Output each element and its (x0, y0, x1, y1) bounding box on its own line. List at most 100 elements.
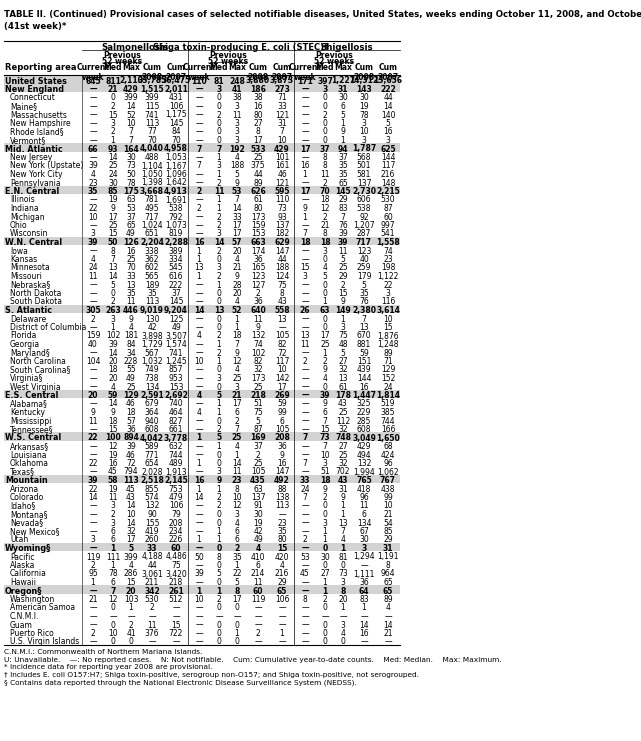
Text: —: — (196, 85, 203, 94)
Text: 78: 78 (126, 179, 136, 187)
Text: —: — (301, 281, 309, 290)
Text: 0: 0 (322, 502, 328, 511)
Text: 740: 740 (169, 399, 183, 408)
Text: 1: 1 (197, 485, 201, 494)
Text: 399: 399 (124, 553, 138, 562)
Text: U: Unavailable.    —: No reported cases.    N: Not notifiable.    Cum: Cumulativ: U: Unavailable. —: No reported cases. N:… (4, 657, 502, 663)
Text: —: — (196, 323, 203, 332)
Text: 137: 137 (275, 221, 289, 230)
Text: 112: 112 (336, 416, 350, 425)
Text: —: — (89, 348, 97, 357)
Text: 79: 79 (171, 510, 181, 519)
Text: 5: 5 (340, 110, 345, 119)
Text: —: — (301, 408, 309, 417)
Text: 6: 6 (279, 416, 285, 425)
Text: 0: 0 (217, 127, 221, 136)
Text: 43: 43 (338, 399, 348, 408)
Text: 9: 9 (90, 408, 96, 417)
Text: 429: 429 (357, 442, 371, 451)
Text: S. Atlantic: S. Atlantic (5, 306, 52, 315)
Text: West Virginia: West Virginia (10, 382, 61, 391)
Text: 18: 18 (126, 408, 136, 417)
Text: 113: 113 (275, 502, 289, 511)
Text: 37: 37 (253, 442, 263, 451)
Text: —: — (196, 314, 203, 324)
Text: 4: 4 (90, 255, 96, 264)
Text: 234: 234 (169, 527, 183, 536)
Text: 1,994: 1,994 (353, 468, 375, 476)
Text: 35: 35 (126, 289, 136, 298)
Text: 781: 781 (145, 196, 159, 205)
Text: Salmonellosis: Salmonellosis (101, 42, 169, 52)
Text: 50: 50 (126, 170, 136, 179)
Text: 3: 3 (322, 519, 328, 528)
Text: New Hampshire: New Hampshire (10, 119, 71, 128)
Text: 744: 744 (169, 451, 183, 459)
Text: 43: 43 (338, 476, 348, 485)
Text: 2: 2 (111, 297, 115, 307)
Text: 30: 30 (253, 510, 263, 519)
Text: 3: 3 (362, 136, 367, 145)
Text: 51: 51 (320, 468, 330, 476)
Text: 13: 13 (338, 519, 348, 528)
Text: 1: 1 (340, 502, 345, 511)
Text: 14,312: 14,312 (349, 76, 379, 85)
FancyBboxPatch shape (4, 84, 400, 92)
Text: 538: 538 (169, 204, 183, 213)
Text: 4,958: 4,958 (164, 144, 188, 153)
Text: Mid. Atlantic: Mid. Atlantic (5, 144, 63, 153)
FancyBboxPatch shape (4, 474, 400, 483)
Text: 15: 15 (108, 110, 118, 119)
Text: 9: 9 (322, 365, 328, 374)
Text: 17: 17 (232, 221, 242, 230)
Text: 0: 0 (322, 127, 328, 136)
Text: 14: 14 (88, 493, 98, 502)
Text: 59: 59 (277, 399, 287, 408)
FancyBboxPatch shape (4, 432, 400, 440)
Text: 81: 81 (213, 76, 224, 85)
Text: 39: 39 (88, 238, 98, 247)
Text: 40: 40 (88, 340, 98, 349)
Text: 14: 14 (108, 399, 118, 408)
Text: 11: 11 (147, 620, 157, 630)
Text: 10: 10 (194, 357, 204, 366)
Text: 376: 376 (145, 629, 160, 638)
Text: 0: 0 (322, 629, 328, 638)
Text: 216: 216 (275, 570, 289, 579)
Text: 20: 20 (108, 357, 118, 366)
Text: 89: 89 (383, 595, 393, 604)
Text: 4: 4 (196, 391, 202, 400)
Text: 2: 2 (322, 493, 328, 502)
Text: —: — (301, 561, 309, 570)
Text: 32: 32 (338, 459, 348, 468)
Text: 1: 1 (217, 281, 221, 290)
Text: 53: 53 (300, 553, 310, 562)
Text: 149: 149 (335, 306, 351, 315)
Text: 15: 15 (171, 620, 181, 630)
Text: 18: 18 (108, 416, 118, 425)
FancyBboxPatch shape (4, 185, 400, 194)
Text: Reporting area: Reporting area (5, 63, 76, 72)
Text: 2,692: 2,692 (164, 391, 188, 400)
Text: 101: 101 (275, 153, 289, 162)
Text: 84: 84 (126, 340, 136, 349)
Text: 3,778: 3,778 (164, 433, 188, 442)
Text: 178: 178 (335, 391, 351, 400)
Text: 1: 1 (362, 603, 367, 613)
Text: 32: 32 (126, 527, 136, 536)
Text: 35: 35 (147, 289, 157, 298)
Text: 2: 2 (322, 110, 328, 119)
Text: —: — (301, 510, 309, 519)
Text: —: — (196, 213, 203, 222)
Text: —: — (196, 374, 203, 383)
Text: 342: 342 (144, 586, 160, 596)
Text: Nevada§: Nevada§ (10, 519, 43, 528)
Text: 1: 1 (129, 603, 133, 613)
Text: Max: Max (334, 63, 352, 72)
Text: 16: 16 (108, 459, 118, 468)
Text: Previous: Previous (315, 52, 353, 61)
Text: 152: 152 (381, 374, 395, 383)
Text: 9: 9 (129, 314, 133, 324)
Text: 8: 8 (322, 230, 328, 239)
Text: 78: 78 (359, 110, 369, 119)
